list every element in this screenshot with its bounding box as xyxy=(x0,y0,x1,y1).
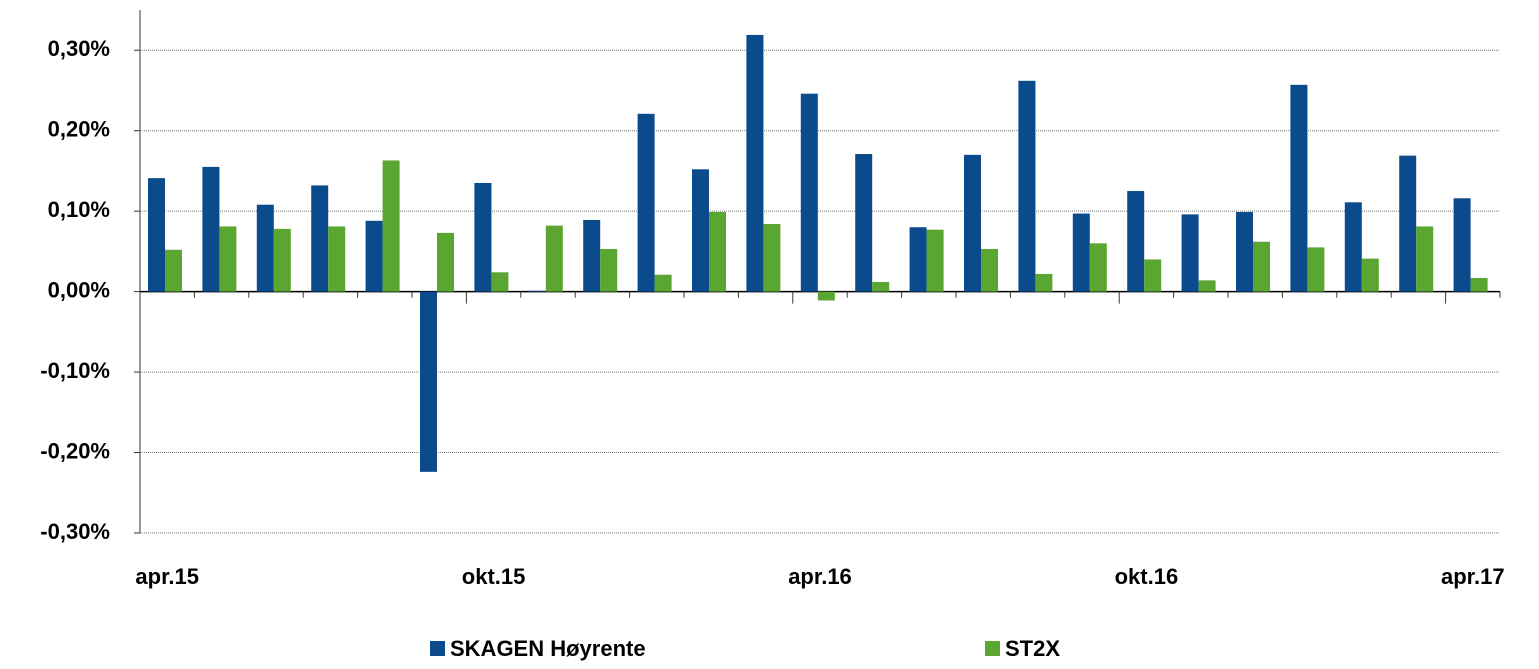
bar xyxy=(273,228,291,292)
bar xyxy=(926,229,944,292)
y-tick-label: 0,20% xyxy=(48,117,110,142)
y-tick-label: 0,00% xyxy=(48,277,110,302)
bar xyxy=(474,182,492,292)
bar xyxy=(1416,226,1434,292)
bar xyxy=(491,272,509,292)
legend-swatch xyxy=(985,641,1000,656)
x-tick-label: apr.16 xyxy=(788,564,852,589)
y-tick-label: -0,20% xyxy=(40,438,110,463)
bar xyxy=(709,211,726,292)
y-tick-label: -0,10% xyxy=(40,358,110,383)
bar xyxy=(1453,198,1471,292)
bar xyxy=(1253,241,1270,292)
bar xyxy=(600,248,618,292)
bar xyxy=(365,220,383,292)
bar xyxy=(1181,214,1199,292)
bar xyxy=(1399,155,1417,292)
bar xyxy=(382,160,400,292)
bar xyxy=(637,113,655,292)
x-tick-label: apr.17 xyxy=(1441,564,1505,589)
bar xyxy=(583,220,601,292)
bar xyxy=(817,291,835,301)
x-tick-label: okt.16 xyxy=(1115,564,1179,589)
bar xyxy=(746,34,764,292)
bar xyxy=(763,224,781,292)
y-tick-label: 0,30% xyxy=(48,36,110,61)
bar xyxy=(256,204,274,292)
bar xyxy=(528,290,546,292)
y-tick-label: 0,10% xyxy=(48,197,110,222)
bar xyxy=(148,178,165,292)
bar xyxy=(1144,259,1162,292)
bar xyxy=(855,154,873,292)
bar xyxy=(1290,84,1308,292)
bar xyxy=(219,226,237,292)
bar xyxy=(165,249,182,292)
bar xyxy=(1127,191,1145,292)
bar xyxy=(654,274,672,292)
bar xyxy=(692,169,709,292)
legend-label: SKAGEN Høyrente xyxy=(450,636,646,661)
bar xyxy=(202,166,220,292)
bar xyxy=(1361,258,1379,292)
legend-swatch xyxy=(430,641,445,656)
bar xyxy=(1018,80,1036,292)
bar xyxy=(1198,280,1216,292)
bar xyxy=(872,281,890,292)
bar xyxy=(800,93,818,292)
bar xyxy=(1035,273,1053,292)
bar xyxy=(328,226,346,292)
bar xyxy=(1470,277,1488,292)
bar xyxy=(1089,243,1107,292)
bar xyxy=(1344,202,1362,292)
bar xyxy=(1072,213,1090,292)
bar xyxy=(1307,247,1325,292)
y-tick-label: -0,30% xyxy=(40,519,110,544)
bar xyxy=(964,154,981,292)
bar xyxy=(545,225,563,292)
bar xyxy=(909,227,927,292)
bar xyxy=(311,185,329,292)
bar xyxy=(1236,211,1253,292)
bar xyxy=(981,248,998,292)
bar xyxy=(420,291,437,472)
x-tick-label: apr.15 xyxy=(135,564,199,589)
legend-label: ST2X xyxy=(1005,636,1060,661)
x-tick-label: okt.15 xyxy=(462,564,526,589)
bar xyxy=(437,232,454,292)
